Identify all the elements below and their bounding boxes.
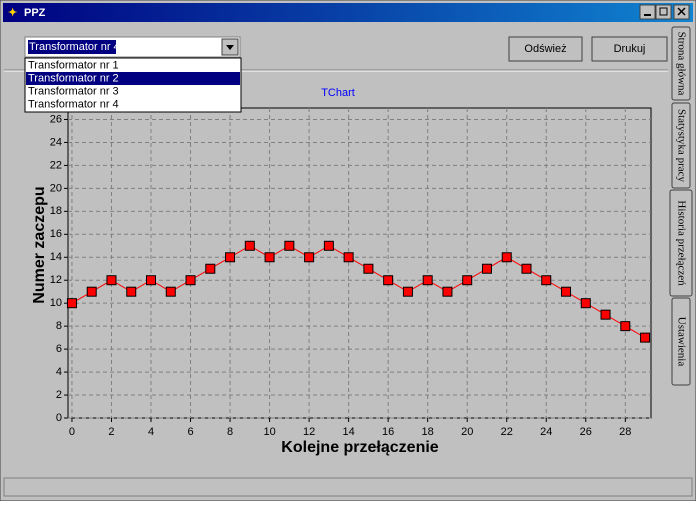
point-marker <box>205 263 216 274</box>
x-tick-label: 6 <box>187 426 193 438</box>
point-marker <box>501 252 512 263</box>
combo-arrow-glyph <box>226 45 234 50</box>
y-tick-label: 4 <box>56 366 62 378</box>
y-tick-label: 8 <box>56 320 62 332</box>
point-marker <box>442 286 453 297</box>
y-axis-label: Numer zaczepu <box>31 186 48 303</box>
y-tick-label: 6 <box>56 343 62 355</box>
point-marker <box>481 263 492 274</box>
point-marker <box>126 286 137 297</box>
point-marker <box>225 252 236 263</box>
point-marker <box>541 275 552 286</box>
point-marker <box>402 286 413 297</box>
x-axis-label: Kolejne przełączenie <box>281 439 438 456</box>
x-tick-label: 16 <box>382 426 394 438</box>
y-tick-label: 16 <box>50 228 62 240</box>
button[interactable] <box>591 36 668 62</box>
dropdown-item[interactable]: Transformator nr 2 <box>28 72 119 84</box>
y-tick-label: 18 <box>50 205 62 217</box>
y-tick-label: 14 <box>50 251 62 263</box>
maximize-button[interactable] <box>655 4 672 20</box>
button[interactable] <box>508 36 583 62</box>
minimize-button[interactable] <box>639 4 656 20</box>
x-tick-label: 14 <box>343 426 355 438</box>
button-label: Drukuj <box>614 43 646 55</box>
x-tick-label: 10 <box>263 426 275 438</box>
point-marker <box>185 275 196 286</box>
app-icon: ✦ <box>8 7 17 19</box>
toolbar-buttons: Odśwież Drukuj <box>508 36 668 62</box>
point-marker <box>422 275 433 286</box>
point-marker <box>323 240 334 251</box>
chart: TChart Numer zaczepu Kolejne przełączeni… <box>31 87 652 456</box>
dropdown-item[interactable]: Transformator nr 4 <box>28 98 119 110</box>
dropdown-item[interactable]: Transformator nr 3 <box>28 85 119 97</box>
point-marker <box>244 240 255 251</box>
point-marker <box>146 275 157 286</box>
x-tick-label: 28 <box>619 426 631 438</box>
point-marker <box>66 298 77 309</box>
y-tick-label: 22 <box>50 159 62 171</box>
tab-label: Historia przełączeń <box>675 200 687 286</box>
x-tick-label: 12 <box>303 426 315 438</box>
x-tick-label: 22 <box>501 426 513 438</box>
window-controls <box>639 4 690 20</box>
x-tick-label: 18 <box>422 426 434 438</box>
point-marker <box>106 275 117 286</box>
point-marker <box>284 240 295 251</box>
dropdown-item[interactable]: Transformator nr 1 <box>28 59 119 71</box>
tab-label: Ustawienia <box>675 317 687 367</box>
tab[interactable] <box>671 26 691 101</box>
y-tick-label: 10 <box>50 297 62 309</box>
point-marker <box>561 286 572 297</box>
point-marker <box>462 275 473 286</box>
point-marker <box>640 332 651 343</box>
point-marker <box>521 263 532 274</box>
y-tick-label: 2 <box>56 389 62 401</box>
side-tabs: Strona główna Statystyka pracy Historia pr… <box>669 26 693 386</box>
tab[interactable] <box>669 189 693 297</box>
point-marker <box>86 286 97 297</box>
point-marker <box>580 298 591 309</box>
y-tick-label: 0 <box>56 412 62 424</box>
y-tick-label: 24 <box>50 136 62 148</box>
point-marker <box>600 309 611 320</box>
point-marker <box>383 275 394 286</box>
point-marker <box>343 252 354 263</box>
x-tick-label: 20 <box>461 426 473 438</box>
point-marker <box>264 252 275 263</box>
x-tick-label: 26 <box>580 426 592 438</box>
status-bar <box>3 477 693 497</box>
x-tick-label: 8 <box>227 426 233 438</box>
x-tick-label: 0 <box>69 426 75 438</box>
dropdown-highlight <box>26 72 240 85</box>
combo-selection <box>28 40 116 54</box>
tab-label: Statystyka pracy <box>675 109 687 183</box>
y-tick-label: 12 <box>50 274 62 286</box>
y-tick-label: 20 <box>50 182 62 194</box>
tab[interactable] <box>671 297 691 386</box>
window-title: PPZ <box>24 7 46 19</box>
x-tick-label: 2 <box>108 426 114 438</box>
button-label: Odśwież <box>524 43 566 55</box>
point-marker <box>165 286 176 297</box>
x-tick-label: 4 <box>148 426 154 438</box>
tab[interactable] <box>671 102 691 189</box>
title-bar <box>3 3 693 22</box>
point-marker <box>304 252 315 263</box>
y-tick-label: 26 <box>50 113 62 125</box>
combo-value: Transformator nr 4 <box>29 41 120 53</box>
tab-label: Strona główna <box>675 32 687 96</box>
chart-title: TChart <box>321 87 355 99</box>
point-marker <box>620 321 631 332</box>
x-tick-label: 24 <box>540 426 552 438</box>
point-marker <box>363 263 374 274</box>
